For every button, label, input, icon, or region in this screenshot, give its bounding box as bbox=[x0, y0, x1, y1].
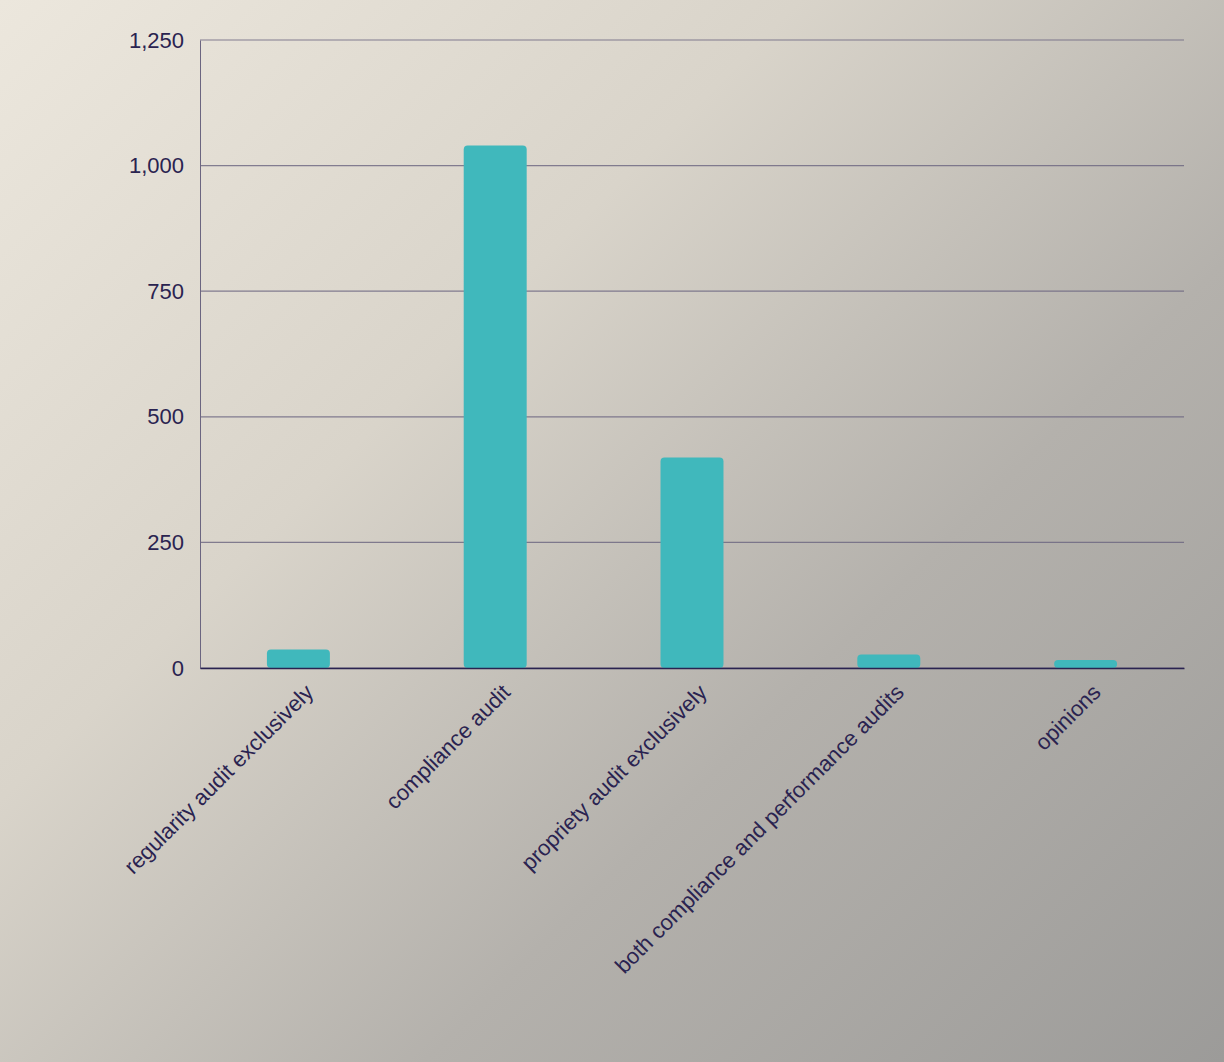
y-tick: 1,250 bbox=[129, 28, 200, 53]
x-tick: compliance audit bbox=[381, 668, 515, 814]
x-tick: both compliance and performance audits bbox=[610, 668, 909, 978]
grid-line bbox=[200, 165, 1184, 166]
y-axis: 0 250 500 750 1,000 1,250 bbox=[129, 28, 201, 681]
y-tick-label: 250 bbox=[147, 530, 184, 555]
y-tick: 0 bbox=[172, 656, 200, 681]
bar bbox=[857, 654, 920, 668]
x-tick: opinions bbox=[1030, 668, 1106, 755]
x-tick-label: both compliance and performance audits bbox=[610, 680, 909, 979]
y-tick-label: 1,000 bbox=[129, 153, 184, 178]
x-tick-label: opinions bbox=[1030, 680, 1106, 756]
x-tick-label: propriety audit exclusively bbox=[516, 680, 712, 876]
chart: 0 250 500 750 1,000 1,250 regularity audit exc… bbox=[0, 0, 1224, 1062]
y-tick-label: 750 bbox=[147, 279, 184, 304]
y-tick-label: 500 bbox=[147, 404, 184, 429]
grid-line bbox=[200, 39, 1184, 40]
y-tick: 750 bbox=[147, 279, 200, 304]
grid-line bbox=[200, 291, 1184, 292]
grid bbox=[200, 40, 1184, 668]
x-tick-label: regularity audit exclusively bbox=[119, 680, 318, 879]
bar bbox=[267, 649, 330, 668]
bar bbox=[464, 146, 527, 668]
y-tick-label: 1,250 bbox=[129, 28, 184, 53]
grid-line bbox=[200, 416, 1184, 417]
bars bbox=[267, 146, 1117, 668]
y-tick-label: 0 bbox=[172, 656, 184, 681]
x-tick: propriety audit exclusively bbox=[516, 668, 712, 875]
y-tick: 500 bbox=[147, 404, 200, 429]
x-tick-label: compliance audit bbox=[381, 680, 515, 814]
y-tick: 1,000 bbox=[129, 153, 200, 178]
x-axis: regularity audit exclusively compliance a… bbox=[119, 668, 1184, 978]
plot: 0 250 500 750 1,000 1,250 regularity audit exc… bbox=[119, 28, 1184, 979]
x-axis-line bbox=[201, 668, 1185, 670]
y-tick: 250 bbox=[147, 530, 200, 555]
x-tick: regularity audit exclusively bbox=[119, 668, 318, 879]
bar bbox=[661, 457, 724, 668]
bar bbox=[1054, 660, 1117, 668]
y-axis-line bbox=[200, 41, 201, 669]
